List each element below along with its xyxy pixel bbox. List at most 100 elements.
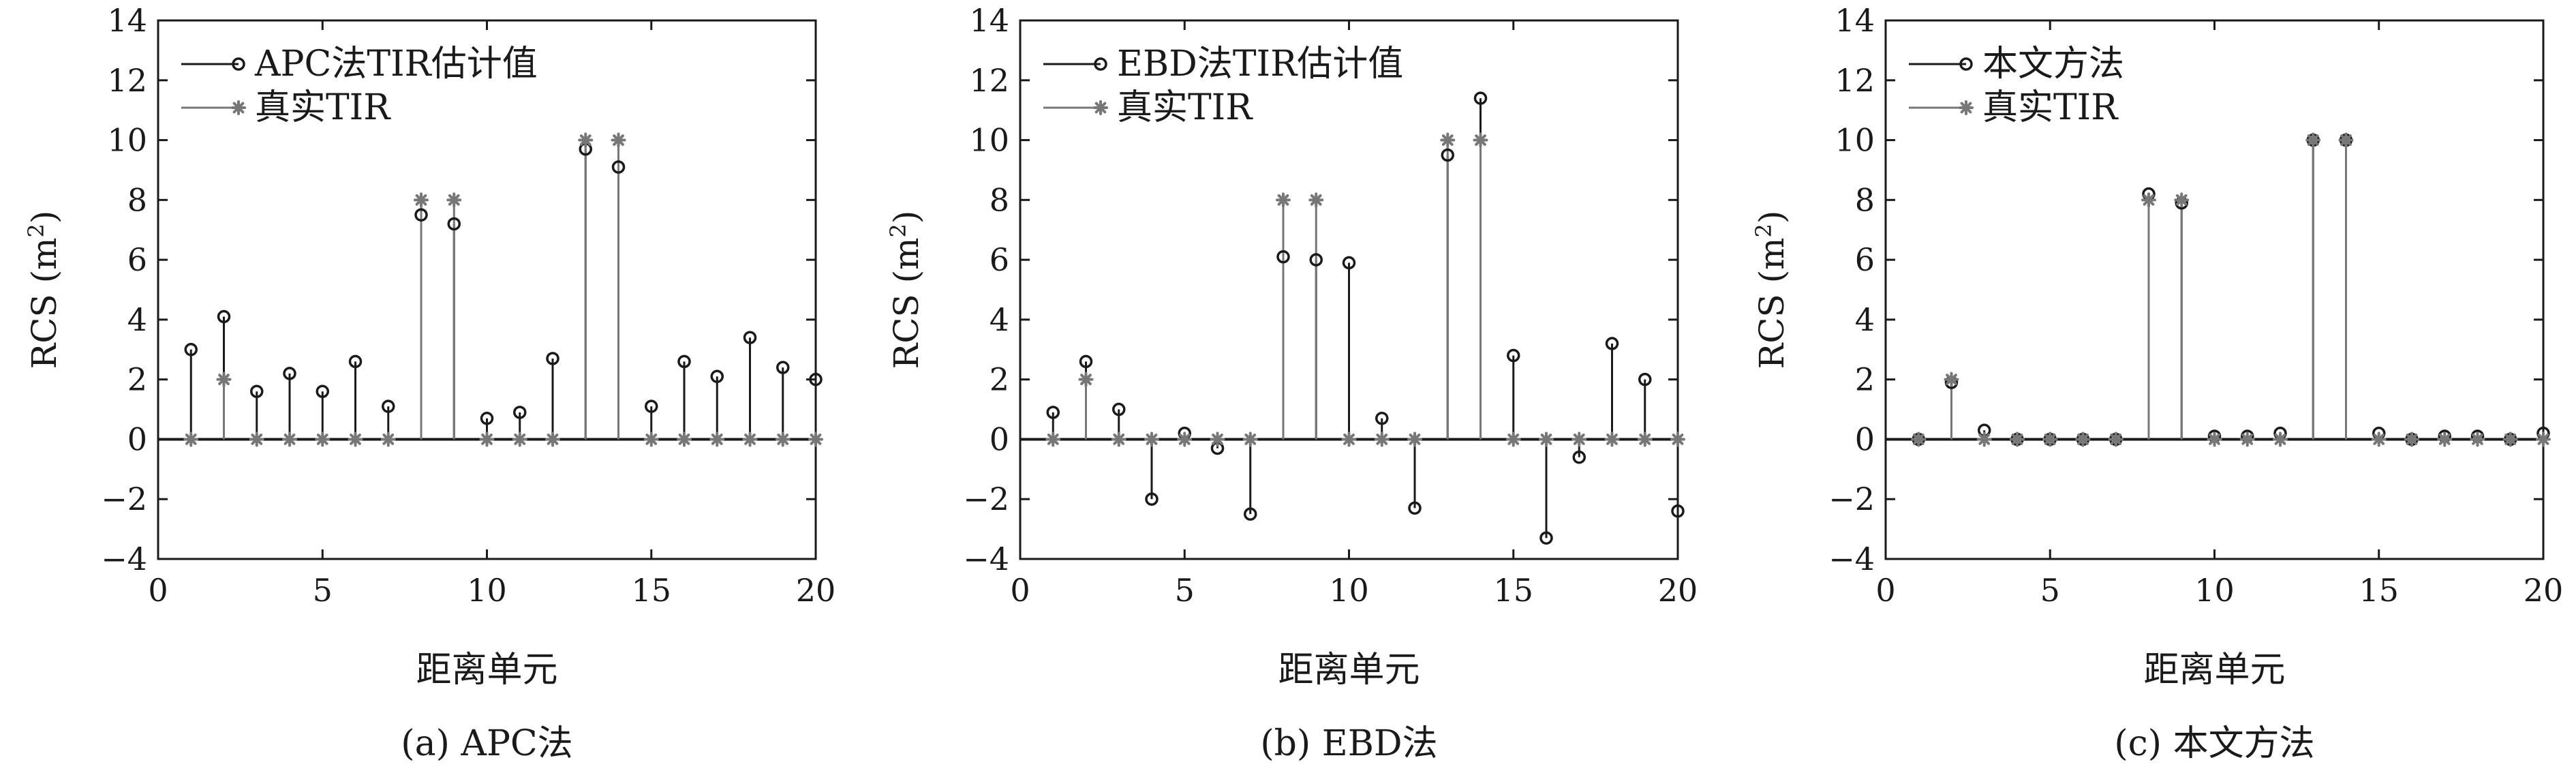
y-tick-label: 2 <box>990 361 1009 398</box>
y-tick-label: 4 <box>127 301 147 338</box>
y-axis-label: RCS (m2) <box>885 211 926 369</box>
y-tick-label: 12 <box>107 62 147 99</box>
x-tick-label: 10 <box>2194 572 2235 609</box>
y-tick-label: 12 <box>969 62 1009 99</box>
true-marker <box>1308 192 1324 208</box>
y-tick-label: −2 <box>1828 481 1875 517</box>
y-tick-label: −4 <box>963 541 1009 577</box>
true-marker <box>2404 431 2419 447</box>
y-tick-label: 0 <box>990 421 1009 457</box>
true-marker <box>677 431 692 447</box>
true-marker <box>2108 431 2123 447</box>
x-tick-label: 5 <box>313 572 333 609</box>
estimate-marker <box>645 399 658 413</box>
y-tick-label: 4 <box>990 301 1009 338</box>
x-axis-label: 距离单元 <box>1278 650 1420 691</box>
estimate-marker <box>1441 148 1454 162</box>
y-tick-label: 14 <box>1835 2 1875 39</box>
true-marker <box>479 431 495 447</box>
y-tick-label: 12 <box>1835 62 1875 99</box>
panel-caption: (b) EBD法 <box>1260 723 1437 764</box>
x-tick-label: 0 <box>148 572 168 609</box>
estimate-marker <box>184 343 198 357</box>
true-marker <box>1637 431 1653 447</box>
true-marker <box>2338 132 2354 148</box>
true-marker <box>643 431 659 447</box>
x-tick-label: 0 <box>1875 572 1895 609</box>
true-marker <box>1374 431 1390 447</box>
true-marker <box>315 431 331 447</box>
x-axis-label: 距离单元 <box>416 650 557 691</box>
y-tick-label: 6 <box>990 241 1009 278</box>
y-tick-label: 2 <box>1855 361 1875 398</box>
legend-true-label: 真实TIR <box>1117 87 1253 128</box>
true-marker <box>775 431 791 447</box>
x-tick-label: 5 <box>2040 572 2060 609</box>
estimate-marker <box>1276 249 1290 264</box>
estimate-marker <box>1079 354 1093 369</box>
panel-caption: (a) APC法 <box>401 723 572 764</box>
legend-true-label: 真实TIR <box>255 87 391 128</box>
y-tick-label: 10 <box>969 122 1009 159</box>
true-marker <box>1571 431 1587 447</box>
y-tick-label: −2 <box>963 481 1009 517</box>
x-tick-label: 10 <box>467 572 507 609</box>
y-tick-label: −2 <box>101 481 147 517</box>
estimate-marker <box>677 354 691 369</box>
estimate-marker <box>776 361 790 374</box>
estimate-marker <box>283 367 296 380</box>
true-marker <box>1976 431 1992 447</box>
true-marker <box>414 192 429 208</box>
y-tick-label: −4 <box>101 541 147 577</box>
true-marker <box>1505 431 1521 447</box>
true-marker <box>1944 372 1959 387</box>
true-marker <box>1078 372 1094 387</box>
estimate-marker <box>348 354 363 369</box>
true-marker <box>2239 431 2255 447</box>
y-tick-label: 8 <box>990 181 1009 218</box>
true-marker <box>2273 431 2288 447</box>
x-tick-label: 20 <box>2524 572 2564 609</box>
estimate-marker <box>1605 337 1619 350</box>
true-marker <box>1604 431 1620 447</box>
true-marker <box>545 431 560 447</box>
estimate-marker <box>316 384 329 398</box>
true-marker <box>1045 431 1061 447</box>
true-marker <box>1177 431 1193 447</box>
estimate-marker <box>809 372 823 386</box>
estimate-marker <box>1539 531 1553 545</box>
estimate-marker <box>1375 411 1389 425</box>
y-tick-label: 8 <box>127 181 147 218</box>
y-tick-label: 6 <box>127 241 147 278</box>
legend-estimate-marker <box>1959 57 1973 71</box>
true-marker <box>1407 431 1422 447</box>
x-tick-label: 20 <box>796 572 836 609</box>
true-marker <box>1276 192 1291 208</box>
legend-true-label: 真实TIR <box>1982 87 2119 128</box>
estimate-marker <box>250 384 264 398</box>
x-tick-label: 20 <box>1658 572 1698 609</box>
estimate-marker <box>1244 507 1257 521</box>
true-marker <box>1210 431 1225 447</box>
estimate-marker <box>743 331 757 344</box>
legend-true-marker <box>1959 100 1974 115</box>
y-tick-label: 0 <box>1855 421 1875 457</box>
legend-true-marker <box>231 100 246 115</box>
legend-estimate-label: 本文方法 <box>1982 44 2124 85</box>
y-tick-label: −4 <box>1828 541 1875 577</box>
x-axis-label: 距离单元 <box>2143 650 2285 691</box>
estimate-marker <box>546 352 559 365</box>
true-marker <box>1111 431 1126 447</box>
legend-estimate-marker <box>1094 57 1107 71</box>
true-marker <box>2502 431 2518 447</box>
true-marker <box>2470 431 2485 447</box>
legend-estimate-label: APC法TIR估计值 <box>254 44 538 85</box>
true-marker <box>282 431 297 447</box>
y-tick-label: 10 <box>1835 122 1875 159</box>
estimate-marker <box>1112 402 1126 416</box>
true-marker <box>216 372 232 387</box>
estimate-marker <box>1046 406 1060 419</box>
true-marker <box>709 431 725 447</box>
true-marker <box>2207 431 2222 447</box>
